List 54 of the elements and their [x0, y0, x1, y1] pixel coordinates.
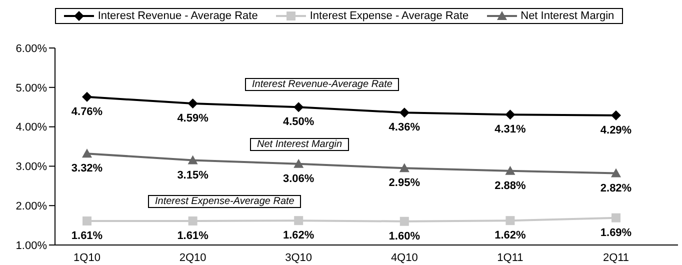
data-label: 1.62%: [494, 230, 526, 242]
point: [188, 98, 198, 109]
point: [399, 163, 410, 172]
point: [505, 166, 516, 175]
point: [294, 158, 304, 168]
x-tick-label: 2Q10: [179, 252, 206, 264]
data-label: 4.36%: [388, 122, 420, 134]
data-label: 2.88%: [494, 180, 526, 192]
legend-label: Net Interest Margin: [520, 10, 614, 22]
point: [82, 148, 92, 158]
x-tick-label: 3Q10: [285, 252, 312, 264]
data-label: 2.82%: [600, 182, 632, 194]
data-label: 3.15%: [177, 169, 209, 182]
data-label: 2.95%: [388, 177, 420, 190]
data-label: 1.61%: [71, 230, 103, 242]
x-tick-label: 2Q11: [602, 252, 630, 264]
point: [188, 216, 198, 226]
x-tick-label: 1Q11: [497, 252, 524, 264]
point: [400, 216, 409, 226]
point: [82, 92, 92, 102]
legend-label: Interest Expense - Average Rate: [308, 10, 469, 22]
data-label: 4.29%: [600, 124, 632, 136]
legend-label: Interest Revenue - Average Rate: [96, 10, 258, 22]
annotation: Net Interest Margin: [250, 138, 350, 151]
y-tick-label: 5.00%: [16, 82, 48, 94]
data-label: 1.60%: [388, 230, 420, 242]
data-label: 1.62%: [283, 230, 314, 242]
data-label: 1.69%: [600, 226, 632, 239]
annotation: Interest Revenue-Average Rate: [245, 78, 400, 91]
point: [82, 216, 92, 226]
data-label: 4.76%: [71, 106, 103, 118]
data-label: 3.32%: [71, 162, 103, 175]
y-tick-label: 6.00%: [16, 42, 48, 55]
point: [399, 108, 410, 118]
y-tick-label: 2.00%: [16, 200, 48, 213]
annotation: Interest Expense-Average Rate: [148, 195, 302, 208]
x-tick-label: 4Q10: [390, 252, 418, 264]
x-tick-label: 1Q10: [74, 252, 100, 264]
y-tick-label: 1.00%: [16, 240, 48, 252]
data-label: 4.50%: [283, 116, 314, 128]
point: [188, 155, 198, 164]
y-tick-label: 3.00%: [16, 161, 48, 174]
point: [611, 168, 621, 178]
data-label: 1.61%: [177, 230, 209, 242]
data-label: 4.31%: [494, 124, 526, 136]
point: [611, 110, 621, 120]
data-label: 3.06%: [283, 172, 314, 185]
point: [612, 213, 620, 222]
point: [294, 102, 304, 112]
data-label: 4.59%: [177, 112, 209, 125]
y-tick-label: 4.00%: [16, 122, 48, 134]
point: [294, 216, 304, 226]
point: [505, 110, 516, 120]
point: [506, 216, 515, 226]
